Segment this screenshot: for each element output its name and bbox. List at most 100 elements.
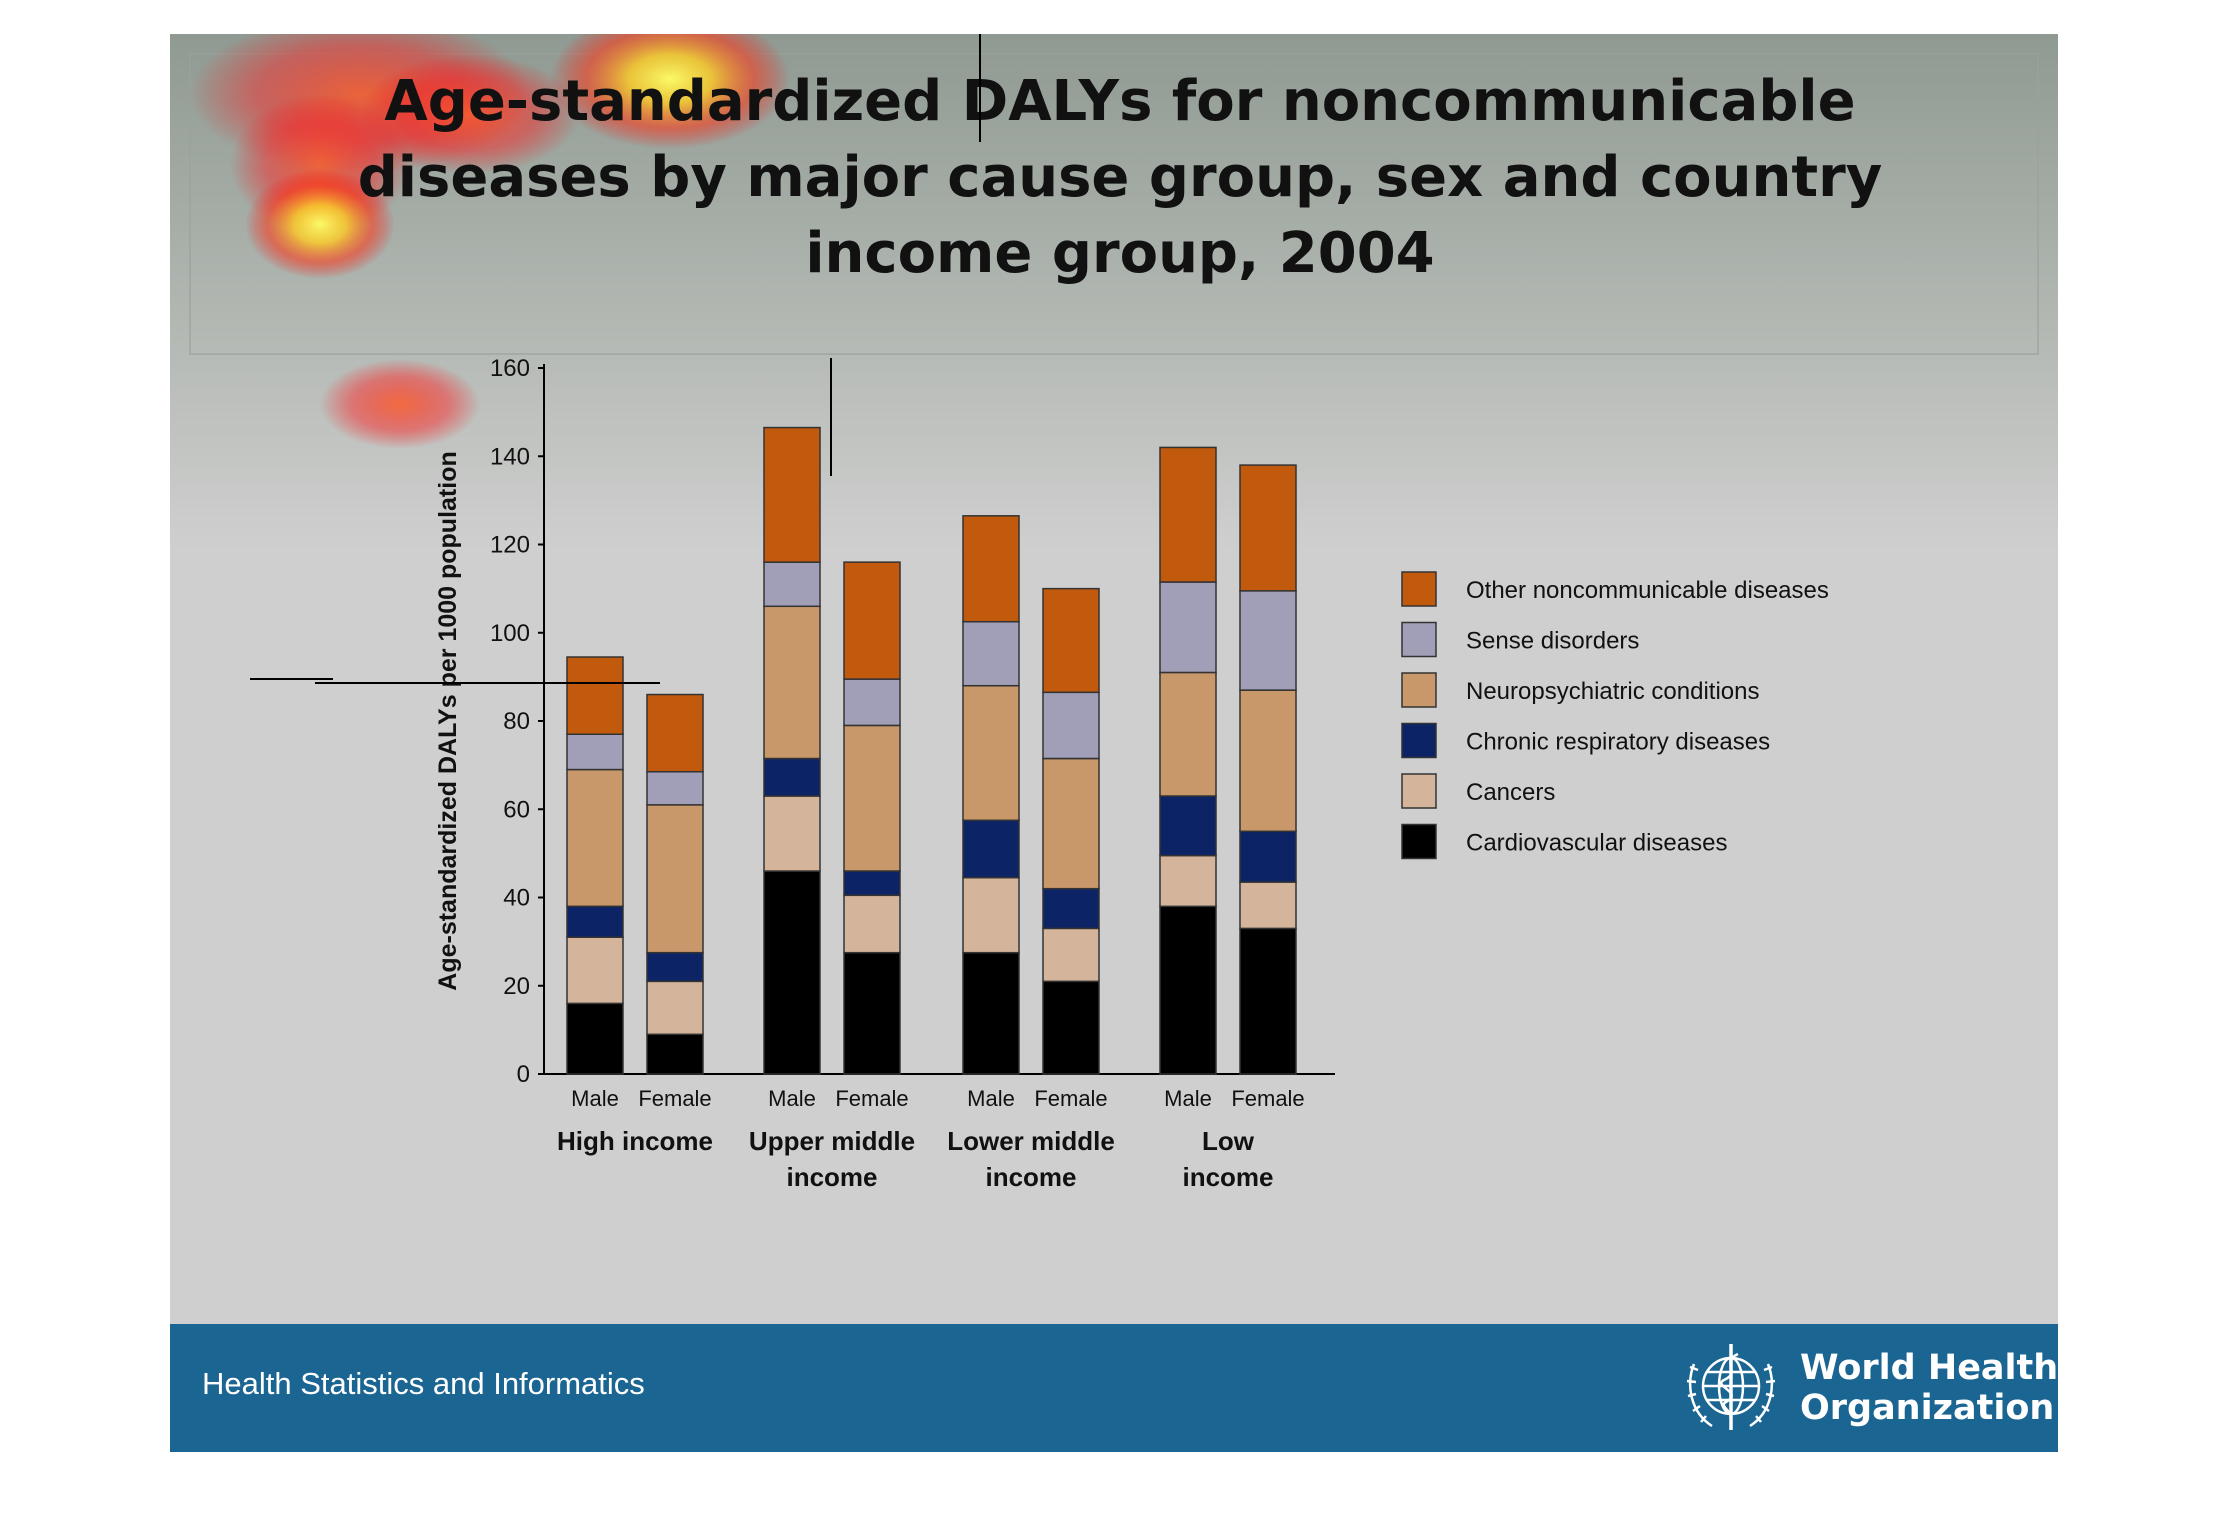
bar-segment	[1159, 581, 1217, 674]
legend-label: Cancers	[1466, 779, 1555, 806]
bar-segment	[646, 693, 704, 773]
bar-segment	[646, 980, 704, 1036]
bar-segment	[763, 605, 821, 760]
x-tick-label: Female	[1231, 1086, 1304, 1111]
bar-segment	[962, 951, 1020, 1075]
bar-segment	[1042, 980, 1100, 1075]
bar-segment	[1239, 830, 1297, 883]
bar-segment	[1159, 905, 1217, 1075]
bar-segment	[1239, 590, 1297, 691]
bar-segment	[1042, 587, 1100, 694]
x-tick-label: Female	[1034, 1086, 1107, 1111]
organization-name-line: World Health	[1800, 1348, 2058, 1388]
bar-segment	[1239, 464, 1297, 592]
title-line: diseases by major cause group, sex and c…	[357, 145, 1883, 210]
footer-bar: Health Statistics and Informatics World …	[170, 1324, 2058, 1452]
y-tick-label: 100	[490, 620, 530, 647]
annotation-line	[250, 678, 333, 680]
heatmap-overlay	[190, 34, 790, 449]
bar-segment	[1239, 689, 1297, 833]
bar-segment	[566, 936, 624, 1005]
bar-segment	[1042, 887, 1100, 930]
slide: Age-standardized DALYs for noncommunicab…	[170, 34, 2058, 1452]
bar-segment	[962, 684, 1020, 822]
legend-label: Chronic respiratory diseases	[1466, 729, 1770, 756]
bar-segment	[646, 1033, 704, 1075]
annotation-line	[979, 34, 981, 142]
group-label: High income	[557, 1126, 713, 1156]
y-tick-label: 60	[503, 796, 530, 823]
bar-segment	[1042, 927, 1100, 983]
y-tick-label: 80	[503, 708, 530, 735]
bar-segment	[566, 905, 624, 938]
group-label: Upper middle	[749, 1126, 915, 1156]
bar-segment	[1159, 671, 1217, 797]
bar-segment	[962, 876, 1020, 954]
organization-name-line: Organization	[1800, 1388, 2055, 1428]
bar-segment	[1239, 927, 1297, 1075]
slide-title: Age-standardized DALYs for noncommunicab…	[250, 64, 1990, 292]
group-label: Lower middle	[947, 1126, 1115, 1156]
legend-label: Cardiovascular diseases	[1466, 830, 1727, 857]
bar-segment	[1239, 881, 1297, 930]
bar-segment	[646, 804, 704, 954]
bar-segment	[843, 894, 901, 954]
bar-segment	[1159, 854, 1217, 908]
bar-segment	[763, 870, 821, 1075]
group-label: income	[786, 1162, 877, 1192]
bar-segment	[1042, 691, 1100, 760]
annotation-line	[830, 358, 832, 476]
x-tick-label: Female	[835, 1086, 908, 1111]
legend-label: Other noncommunicable diseases	[1466, 577, 1829, 604]
x-tick-label: Female	[638, 1086, 711, 1111]
legend-swatch	[1401, 621, 1437, 658]
x-tick-label: Male	[571, 1086, 619, 1111]
footer-text: Health Statistics and Informatics	[202, 1366, 645, 1401]
legend-label: Sense disorders	[1466, 628, 1639, 655]
group-label: Low	[1202, 1126, 1255, 1156]
y-tick-label: 40	[503, 885, 530, 912]
who-emblem-icon	[1686, 1344, 1776, 1430]
legend-swatch	[1401, 672, 1437, 708]
y-axis-label: Age-standardized DALYs per 1000 populati…	[434, 451, 462, 990]
bar-segment	[763, 426, 821, 563]
y-tick-label: 160	[490, 355, 530, 382]
legend-swatch	[1401, 823, 1437, 860]
bar-segment	[566, 656, 624, 735]
legend-swatch	[1401, 722, 1437, 759]
bar-segment	[646, 770, 704, 806]
bar-segment	[763, 757, 821, 797]
x-tick-label: Male	[1164, 1086, 1212, 1111]
organization-name: World Health Organization	[1800, 1348, 2058, 1428]
bar-segment	[1159, 795, 1217, 857]
bar-segment	[962, 515, 1020, 623]
group-label: income	[1182, 1162, 1273, 1192]
bar-segment	[843, 724, 901, 872]
bar-segment	[566, 1002, 624, 1075]
bar-segment	[566, 733, 624, 771]
bar-segment	[1159, 446, 1217, 583]
y-tick-label: 140	[490, 443, 530, 470]
bar-segment	[843, 561, 901, 680]
bar-segment	[843, 951, 901, 1075]
x-tick-label: Male	[967, 1086, 1015, 1111]
y-tick-label: 20	[503, 973, 530, 1000]
x-tick-label: Male	[768, 1086, 816, 1111]
bar-segment	[962, 620, 1020, 687]
stacked-bar-chart: 0 20 40 60 80 100 120 140 160 Age-standardized DA…	[434, 355, 1829, 1192]
bar-segment	[843, 870, 901, 897]
bar-segment	[763, 561, 821, 608]
bar-segment	[566, 768, 624, 908]
legend-label: Neuropsychiatric conditions	[1466, 678, 1759, 705]
title-line: Age-standardized DALYs for noncommunicab…	[384, 69, 1856, 134]
bar-segment	[962, 819, 1020, 879]
bar-segment	[763, 795, 821, 872]
group-label: income	[985, 1162, 1076, 1192]
slide-background	[170, 34, 2058, 1324]
title-line: income group, 2004	[805, 221, 1435, 286]
annotation-line	[315, 682, 660, 684]
y-tick-label: 120	[490, 532, 530, 559]
y-tick-label: 0	[517, 1061, 530, 1088]
bar-segment	[843, 678, 901, 727]
bar-segment	[646, 951, 704, 983]
